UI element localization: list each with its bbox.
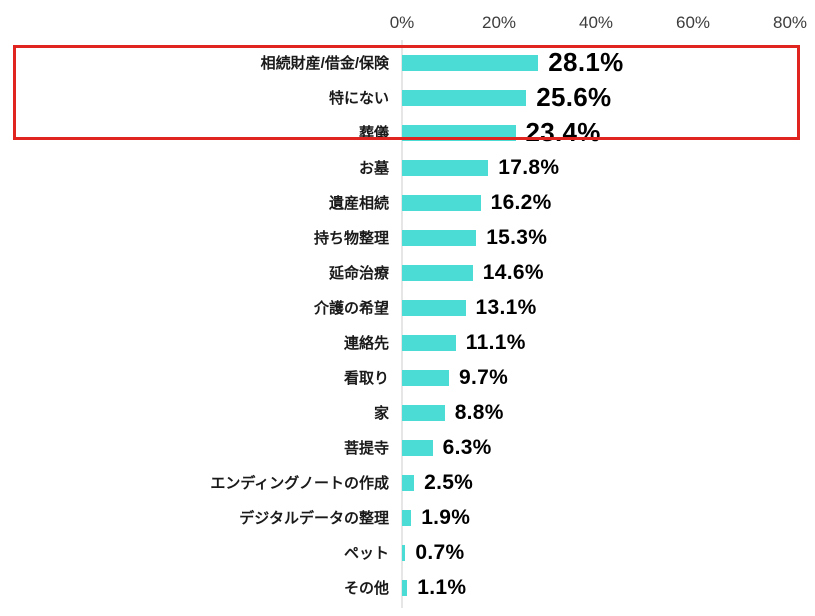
bar-area: 1.9%	[402, 506, 815, 530]
bar-row: 介護の希望 13.1%	[0, 290, 815, 325]
bar-area: 6.3%	[402, 436, 815, 460]
bar-area: 28.1%	[402, 47, 815, 78]
bar	[402, 89, 527, 106]
bar	[402, 509, 412, 526]
bar-area: 16.2%	[402, 191, 815, 215]
bar-area: 2.5%	[402, 471, 815, 495]
value-label: 2.5%	[424, 470, 474, 494]
category-label: 持ち物整理	[313, 230, 389, 247]
bar	[402, 159, 489, 176]
value-label: 8.8%	[454, 400, 504, 424]
value-label: 17.8%	[498, 155, 560, 179]
category-label: 家	[373, 405, 389, 422]
category-label: エンディングノートの作成	[210, 475, 389, 492]
bar-area: 11.1%	[402, 331, 815, 355]
value-label: 9.7%	[459, 365, 509, 389]
x-axis-tick: 20%	[481, 13, 517, 32]
bar-area: 0.7%	[402, 541, 815, 565]
value-label: 11.1%	[465, 330, 526, 354]
bar	[402, 474, 415, 491]
category-label: お墓	[358, 160, 389, 177]
bar	[402, 299, 466, 316]
value-label: 1.9%	[421, 505, 471, 529]
bar-row: エンディングノートの作成 2.5%	[0, 465, 815, 500]
bar-row: ペット 0.7%	[0, 535, 815, 570]
bar-rows: 相続財産/借金/保険 28.1% 特にない 25.6% 葬儀 23.4% お墓 …	[0, 45, 815, 605]
bar-row: お墓 17.8%	[0, 150, 815, 185]
category-label: 連絡先	[343, 335, 389, 352]
bar	[402, 264, 473, 281]
value-label: 1.1%	[417, 575, 467, 599]
bar	[402, 369, 449, 386]
bar	[402, 194, 481, 211]
bar-area: 1.1%	[402, 576, 815, 600]
x-axis-tick: 80%	[772, 13, 808, 32]
category-label: その他	[343, 580, 389, 597]
bar	[402, 544, 406, 561]
value-label: 14.6%	[482, 260, 544, 284]
bar-area: 17.8%	[402, 156, 815, 180]
value-label: 6.3%	[442, 435, 492, 459]
x-axis-tick: 60%	[675, 13, 711, 32]
value-label: 13.1%	[475, 295, 537, 319]
bar-area: 9.7%	[402, 366, 815, 390]
category-label: 看取り	[343, 370, 389, 387]
bar-row: 看取り 9.7%	[0, 360, 815, 395]
bar-row: 葬儀 23.4%	[0, 115, 815, 150]
x-axis-tick: 40%	[578, 13, 614, 32]
category-label: 遺産相続	[328, 195, 389, 212]
category-label: 延命治療	[328, 265, 389, 282]
category-label: 介護の希望	[313, 300, 389, 317]
value-label: 23.4%	[525, 117, 601, 147]
category-label: デジタルデータの整理	[239, 510, 389, 527]
bar-row: 遺産相続 16.2%	[0, 185, 815, 220]
bar-row: 連絡先 11.1%	[0, 325, 815, 360]
value-label: 15.3%	[486, 225, 548, 249]
bar-area: 8.8%	[402, 401, 815, 425]
bar-row: 家 8.8%	[0, 395, 815, 430]
category-label: 相続財産/借金/保険	[260, 55, 389, 72]
bar-row: 持ち物整理 15.3%	[0, 220, 815, 255]
bar	[402, 124, 516, 141]
bar	[402, 334, 456, 351]
bar-row: 菩提寺 6.3%	[0, 430, 815, 465]
bar	[402, 579, 408, 596]
bar-row: その他 1.1%	[0, 570, 815, 605]
value-label: 28.1%	[548, 47, 624, 77]
bar-area: 25.6%	[402, 82, 815, 113]
bar-row: デジタルデータの整理 1.9%	[0, 500, 815, 535]
category-label: 葬儀	[358, 125, 389, 142]
bar-row: 特にない 25.6%	[0, 80, 815, 115]
category-label: ペット	[343, 545, 389, 562]
value-label: 16.2%	[490, 190, 552, 214]
category-label: 特にない	[328, 90, 389, 107]
bar-area: 15.3%	[402, 226, 815, 250]
value-label: 25.6%	[536, 82, 612, 112]
bar-area: 13.1%	[402, 296, 815, 320]
bar-row: 相続財産/借金/保険 28.1%	[0, 45, 815, 80]
bar-area: 14.6%	[402, 261, 815, 285]
bar	[402, 404, 445, 421]
category-label: 菩提寺	[343, 440, 389, 457]
bar-area: 23.4%	[402, 117, 815, 148]
bar	[402, 439, 433, 456]
bar	[402, 54, 539, 71]
x-axis-tick: 0%	[389, 13, 415, 32]
y-axis-line	[401, 40, 403, 608]
bar	[402, 229, 477, 246]
bar-row: 延命治療 14.6%	[0, 255, 815, 290]
value-label: 0.7%	[415, 540, 465, 564]
